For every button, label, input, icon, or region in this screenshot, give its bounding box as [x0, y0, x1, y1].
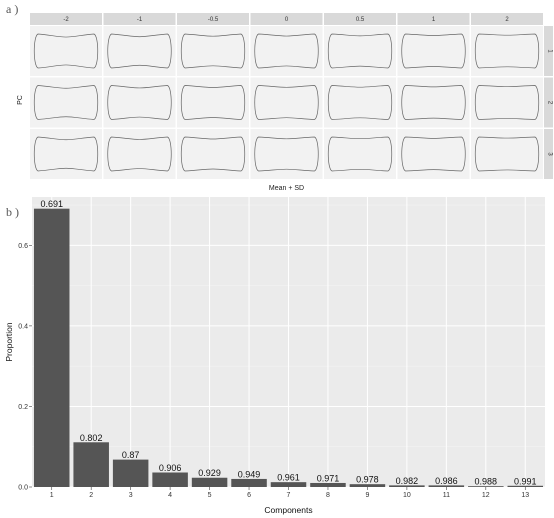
- y-tick-label: 0.6: [18, 243, 28, 250]
- column-strip-label: 2: [505, 17, 509, 23]
- row-strip: [544, 129, 553, 179]
- bar: [191, 477, 228, 487]
- shape-outline: [254, 33, 319, 69]
- bar-data-label: 0.691: [40, 199, 63, 209]
- row-strip-label: 1: [547, 49, 553, 53]
- bar-data-label: 0.978: [356, 475, 379, 485]
- bar-data-label: 0.802: [80, 433, 103, 443]
- x-tick-label: 13: [521, 492, 529, 499]
- x-tick-label: 6: [247, 492, 251, 499]
- row-strip: [544, 77, 553, 128]
- shape-outline: [474, 85, 540, 120]
- y-axis-title: Proportion: [4, 322, 14, 361]
- panel-a-label: a ): [6, 2, 19, 16]
- shape-outline: [327, 136, 393, 172]
- shape-outline: [401, 136, 466, 172]
- bar-data-label: 0.991: [514, 476, 537, 486]
- row-strip-label: 2: [547, 101, 553, 105]
- bar: [33, 208, 70, 488]
- shape-outline: [180, 136, 246, 172]
- bar: [310, 482, 346, 487]
- shape-outline: [401, 85, 466, 120]
- column-strip-label: -0.5: [208, 17, 219, 23]
- column-strip: [30, 13, 102, 25]
- x-tick-label: 8: [326, 492, 330, 499]
- y-tick-label: 0.2: [18, 404, 28, 411]
- column-strip-label: -1: [137, 17, 143, 23]
- shape-grid-ylabel: PC: [17, 95, 24, 105]
- bar: [428, 485, 465, 487]
- column-strip: [397, 13, 470, 25]
- column-strip-label: -2: [63, 17, 69, 23]
- bar: [152, 472, 188, 487]
- bar-data-label: 0.988: [475, 477, 498, 487]
- column-strip: [471, 13, 543, 25]
- x-tick-label: 7: [287, 492, 291, 499]
- shape-outline: [33, 33, 99, 69]
- shape-grid: -2 -1 -0.5 0 0.5 1 2 1 2 3 PC Mean + SD: [17, 13, 553, 192]
- shape-outline: [180, 85, 246, 120]
- shape-outline: [33, 136, 99, 172]
- x-tick-label: 9: [365, 492, 369, 499]
- bar-data-label: 0.929: [198, 468, 221, 478]
- y-tick-label: 0.0: [18, 485, 28, 492]
- shape-outline: [401, 33, 466, 69]
- panel-b-label: b ): [6, 205, 19, 219]
- y-tick-label: 0.4: [18, 323, 28, 330]
- column-strip: [177, 13, 249, 25]
- shape-outline: [474, 33, 540, 69]
- shape-outline: [180, 33, 246, 69]
- bar-data-label: 0.87: [122, 450, 140, 460]
- shape-outline: [327, 33, 393, 69]
- x-tick-label: 5: [208, 492, 212, 499]
- bar: [389, 485, 425, 487]
- x-tick-label: 3: [129, 492, 133, 499]
- shape-outline: [107, 85, 172, 120]
- shape-outline: [254, 85, 319, 120]
- column-strip: [250, 13, 323, 25]
- bar-data-label: 0.986: [435, 476, 458, 486]
- x-tick-label: 12: [482, 492, 490, 499]
- shape-outline: [327, 85, 393, 120]
- x-tick-label: 2: [89, 492, 93, 499]
- column-strip-label: 0: [285, 17, 289, 23]
- bar: [468, 486, 504, 487]
- bar: [349, 484, 386, 487]
- shape-outline: [254, 136, 319, 172]
- bar-data-label: 0.982: [396, 476, 419, 486]
- bar-data-label: 0.949: [238, 469, 261, 479]
- bar: [231, 478, 267, 487]
- row-strip: [544, 26, 553, 76]
- column-strip: [103, 13, 176, 25]
- x-tick-label: 11: [443, 492, 450, 499]
- bar: [270, 482, 307, 487]
- shape-outline: [107, 33, 172, 69]
- shape-outline: [33, 85, 99, 120]
- bar: [507, 485, 544, 487]
- column-strip-label: 1: [432, 17, 436, 23]
- x-tick-label: 1: [50, 492, 54, 499]
- shape-grid-xlabel: Mean + SD: [269, 185, 304, 192]
- column-strip-label: 0.5: [356, 17, 365, 23]
- shape-outline: [107, 136, 172, 172]
- bar-data-label: 0.906: [159, 463, 182, 473]
- x-tick-label: 4: [168, 492, 172, 499]
- bar-data-label: 0.971: [317, 473, 340, 483]
- row-strip-label: 3: [547, 152, 553, 156]
- column-strip: [324, 13, 396, 25]
- bar-data-label: 0.961: [277, 473, 300, 483]
- x-axis-title: Components: [264, 505, 312, 515]
- bar: [73, 442, 109, 487]
- x-tick-label: 10: [403, 492, 411, 499]
- shape-outline: [474, 136, 540, 172]
- bar: [112, 459, 149, 487]
